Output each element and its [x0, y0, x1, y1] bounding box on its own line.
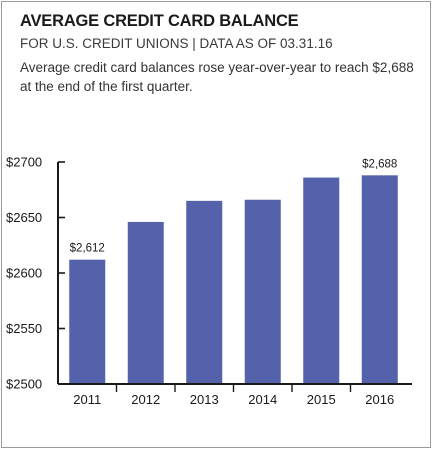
chart-subtitle: FOR U.S. CREDIT UNIONS | DATA AS OF 03.3…	[20, 36, 333, 51]
y-tick-label: $2500	[6, 377, 42, 392]
x-tick-label-2011: 2011	[73, 392, 101, 407]
chart-description: Average credit card balances rose year-o…	[20, 60, 414, 94]
bar-2014	[244, 199, 281, 384]
data-labels: $2,612 $2,688	[70, 158, 398, 254]
x-tick-label-2014: 2014	[248, 392, 277, 407]
data-label-2016: $2,688	[362, 158, 397, 170]
y-tick-label: $2600	[6, 266, 42, 281]
x-axis-ticks	[115, 384, 352, 392]
bar-2011	[69, 259, 106, 384]
bar-2013	[186, 200, 223, 384]
x-tick-label-2015: 2015	[307, 392, 336, 407]
x-axis-tick-labels: 2011 2012 2013 2014 2015 2016	[73, 392, 394, 407]
chart-title: AVERAGE CREDIT CARD BALANCE	[20, 12, 299, 30]
y-tick-label: $2700	[6, 155, 42, 170]
bar-2012	[127, 221, 164, 384]
bars	[69, 175, 398, 384]
y-axis-ticks: $2500 $2550 $2600 $2650 $2700	[6, 155, 65, 392]
y-tick-label: $2550	[6, 321, 42, 336]
bar-2015	[303, 177, 340, 384]
data-label-2011: $2,612	[70, 243, 105, 255]
y-tick-label: $2650	[6, 210, 42, 225]
x-tick-label-2012: 2012	[131, 392, 160, 407]
x-tick-label-2013: 2013	[190, 392, 219, 407]
x-tick-label-2016: 2016	[365, 392, 394, 407]
bar-2016	[361, 175, 398, 384]
